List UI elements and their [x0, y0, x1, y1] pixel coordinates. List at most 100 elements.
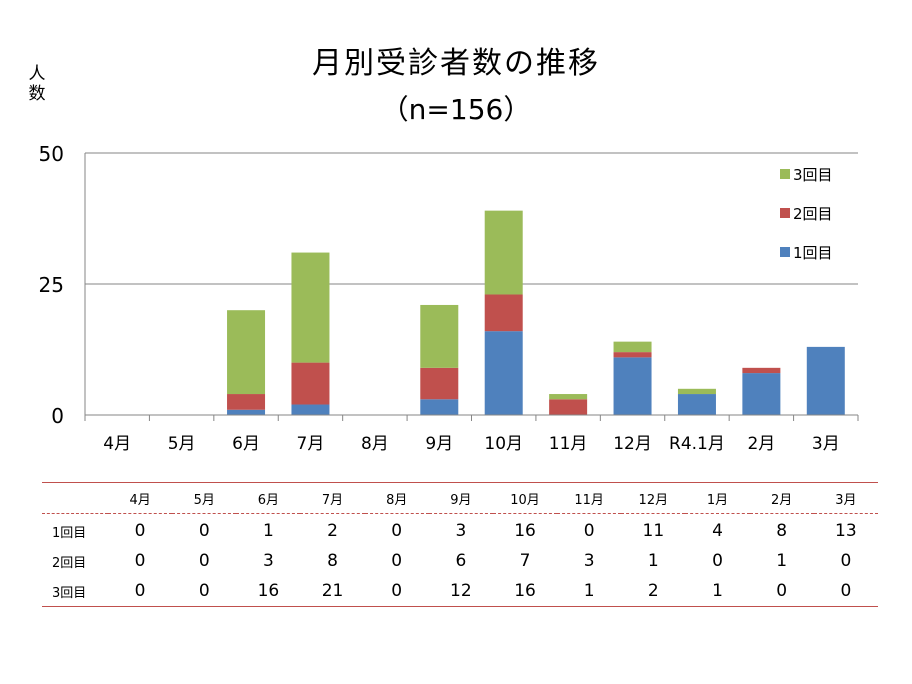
table-header-cell	[42, 482, 108, 514]
table-cell: 0	[134, 521, 146, 541]
bar-layer	[227, 210, 845, 415]
bar-segment	[613, 357, 652, 415]
table-cell: 0	[749, 576, 814, 607]
table-cell: 0	[712, 551, 723, 571]
grid-layer	[85, 152, 858, 285]
table-cell: 21	[300, 576, 365, 607]
x-tick-label: 4月	[103, 434, 131, 454]
table-cell: 11	[642, 521, 665, 541]
y-tick-label: 25	[39, 273, 64, 297]
bar-segment	[291, 404, 330, 415]
x-tick-label: R4.1月	[669, 434, 725, 454]
data-table: 4月 5月 6月 7月 8月 9月 10月 11月 12月 1月 2月 3月 1回目 0 0 1 2 0 3 16 0…	[42, 482, 878, 607]
bar-segment	[613, 341, 652, 353]
table-cell: 0	[391, 551, 403, 571]
x-tick-label: 6月	[232, 434, 260, 454]
bar-segment	[549, 394, 588, 400]
legend-label: 2回目	[793, 205, 833, 223]
bar-segment	[291, 252, 330, 363]
table-cell: 8	[776, 521, 788, 541]
x-tick-label: 2月	[747, 434, 775, 454]
table-cell: 3	[583, 551, 595, 571]
chart-title: 月別受診者数の推移	[312, 46, 600, 81]
row-label: 3回目	[42, 576, 108, 607]
legend: 3回目 2回目 1回目	[780, 166, 833, 262]
bar-segment	[484, 294, 523, 332]
bar-segment	[227, 409, 266, 415]
table-cell: 16	[236, 576, 301, 607]
table-header-cell: 1月	[685, 482, 750, 514]
row-label: 1回目	[52, 525, 87, 541]
x-tick-label: 5月	[168, 434, 196, 454]
table-cell: 2	[327, 521, 338, 541]
table-cell: 0	[364, 576, 429, 607]
table-cell: 0	[172, 576, 237, 607]
table-cell: 3	[262, 551, 274, 571]
row-label: 2回目	[52, 555, 87, 571]
x-tick-label: 12月	[613, 434, 652, 454]
table-cell: 1	[685, 576, 750, 607]
bar-segment	[420, 367, 459, 400]
table-cell: 0	[134, 551, 146, 571]
y-tick-label: 50	[39, 142, 64, 166]
x-tick-label: 11月	[549, 434, 588, 454]
table-row: 1回目 0 0 1 2 0 3 16 0 11 4 8 13	[42, 514, 878, 547]
table-header-cell: 2月	[749, 482, 814, 514]
table-cell: 16	[492, 576, 558, 607]
table-cell: 0	[840, 551, 852, 571]
bar-segment	[613, 352, 652, 358]
table-header-cell: 6月	[236, 482, 301, 514]
table-header-cell: 11月	[557, 482, 622, 514]
table-header-cell: 3月	[813, 482, 878, 514]
legend-swatch	[780, 247, 790, 257]
table-cell: 2	[621, 576, 686, 607]
y-axis-label: 人数	[28, 64, 46, 104]
x-tick-label: 8月	[361, 434, 389, 454]
chart-subtitle: （n=156）	[380, 93, 532, 126]
table-cell: 0	[198, 551, 210, 571]
table-cell: 7	[519, 551, 531, 571]
table-cell: 0	[108, 576, 173, 607]
table-cell: 16	[514, 521, 536, 541]
table-row: 3回目 0 0 16 21 0 12 16 1 2 1 0 0	[42, 576, 878, 607]
table-body: 1回目 0 0 1 2 0 3 16 0 11 4 8 13 2回目 0 0 3 8 0 6 7 3 1 0 1 0 3回目 0 0 16…	[42, 514, 878, 607]
axis-layer: 0 25 50 4月 5月 6月 7月 8月 9月 10月 11月 12月 R4.1月 2月 3月	[39, 142, 859, 454]
table-cell: 1	[557, 576, 622, 607]
bar-segment	[420, 399, 459, 415]
table-cell: 0	[583, 521, 595, 541]
table-cell: 3	[455, 521, 467, 541]
table-header-cell: 8月	[364, 482, 429, 514]
table-header-cell: 7月	[300, 482, 365, 514]
table-row: 2回目 0 0 3 8 0 6 7 3 1 0 1 0	[42, 546, 878, 576]
legend-swatch	[780, 208, 790, 218]
legend-label: 1回目	[793, 244, 833, 262]
bar-segment	[806, 346, 845, 415]
table-cell: 1	[647, 551, 659, 571]
bar-segment	[420, 304, 459, 368]
table-cell: 4	[712, 521, 723, 541]
bar-segment	[484, 210, 523, 295]
stacked-bar-chart: 0 25 50 4月 5月 6月 7月 8月 9月 10月 11月 12月 R4.1月 2月 3月 3回目 2…	[39, 142, 859, 454]
table-cell: 0	[813, 576, 878, 607]
legend-swatch	[780, 169, 790, 179]
table-header-cell: 12月	[621, 482, 686, 514]
y-tick-label: 0	[51, 404, 64, 428]
table-cell: 1	[776, 551, 788, 571]
x-tick-label: 10月	[484, 434, 523, 454]
bar-segment	[227, 394, 266, 410]
table-header-cell: 4月	[108, 482, 173, 514]
table-header-row: 4月 5月 6月 7月 8月 9月 10月 11月 12月 1月 2月 3月	[42, 482, 878, 514]
table-header-cell: 5月	[172, 482, 237, 514]
table-cell: 13	[835, 521, 857, 541]
table-cell: 0	[391, 521, 403, 541]
table-cell: 1	[262, 521, 274, 541]
table-cell: 6	[455, 551, 467, 571]
x-tick-label: 3月	[812, 434, 840, 454]
bar-segment	[677, 394, 716, 415]
x-tick-label: 7月	[297, 434, 325, 454]
table-cell: 8	[327, 551, 338, 571]
bar-segment	[742, 373, 781, 415]
legend-label: 3回目	[793, 166, 833, 184]
table-cell: 0	[198, 521, 210, 541]
bar-segment	[291, 362, 330, 405]
